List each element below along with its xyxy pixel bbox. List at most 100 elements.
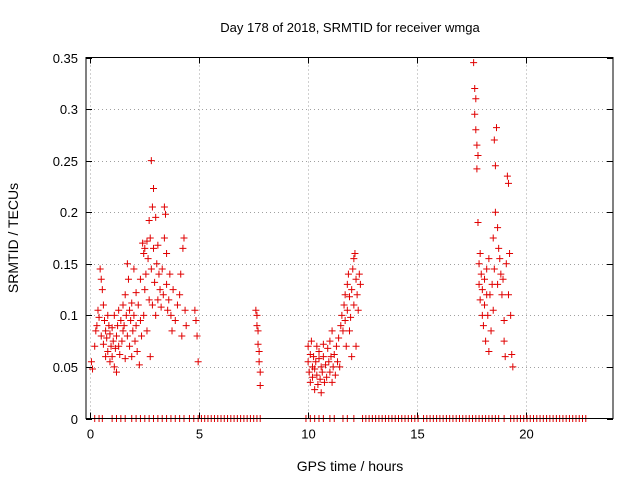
data-point	[102, 327, 110, 335]
data-point	[166, 270, 174, 278]
data-point	[191, 306, 199, 314]
x-tick-label: 15	[410, 427, 424, 442]
data-point	[182, 322, 190, 330]
y-tick-label: 0.25	[53, 154, 78, 169]
data-point	[317, 363, 325, 371]
data-point	[320, 378, 328, 386]
data-point	[167, 311, 175, 319]
y-tick-label: 0.1	[60, 308, 78, 323]
data-point	[141, 286, 149, 294]
data-point	[127, 317, 135, 325]
data-point	[161, 210, 169, 218]
data-point	[348, 353, 356, 361]
data-point	[491, 162, 499, 170]
data-point	[475, 280, 483, 288]
data-point	[496, 255, 504, 263]
data-point	[318, 368, 326, 376]
data-point	[484, 311, 492, 319]
data-point	[152, 213, 160, 221]
data-point	[115, 306, 123, 314]
data-point	[349, 265, 357, 273]
data-point	[486, 291, 494, 299]
data-point	[350, 255, 358, 263]
data-point	[315, 347, 323, 355]
data-point	[332, 342, 340, 350]
data-point	[131, 337, 139, 345]
data-point	[317, 389, 325, 397]
data-point	[497, 270, 505, 278]
x-axis-label: GPS time / hours	[297, 458, 404, 474]
data-point	[126, 342, 134, 350]
data-point	[140, 249, 148, 257]
data-point	[351, 249, 359, 257]
data-point	[99, 340, 107, 348]
data-point	[106, 330, 114, 338]
data-point	[305, 368, 313, 376]
data-point	[476, 249, 484, 257]
data-point	[159, 291, 167, 299]
data-point	[352, 275, 360, 283]
data-point	[311, 386, 319, 394]
data-point	[152, 311, 160, 319]
x-tick-label: 0	[87, 427, 94, 442]
data-point	[151, 278, 159, 286]
data-point	[485, 255, 493, 263]
data-point	[153, 260, 161, 268]
data-point	[130, 311, 138, 319]
data-points	[87, 59, 590, 422]
data-point	[157, 303, 165, 311]
data-point	[178, 332, 186, 340]
data-point	[120, 322, 128, 330]
data-point	[507, 311, 515, 319]
data-point	[312, 358, 320, 366]
data-point	[313, 342, 321, 350]
axis-ticks: 0 0.05 0.1 0.15 0.2 0.25 0.3 0.35 0 5 10 15 20	[53, 51, 613, 442]
data-point	[322, 361, 330, 369]
data-point	[107, 342, 115, 350]
data-point	[94, 306, 102, 314]
data-point	[102, 353, 110, 361]
data-point	[348, 286, 356, 294]
data-point	[474, 151, 482, 159]
data-point	[350, 301, 358, 309]
data-point	[307, 337, 315, 345]
data-point	[346, 327, 353, 335]
data-point	[508, 351, 516, 359]
data-point	[490, 136, 498, 144]
y-tick-label: 0.3	[60, 102, 78, 117]
data-point	[347, 313, 355, 321]
data-point	[87, 358, 95, 366]
data-point	[160, 234, 168, 242]
data-point	[150, 184, 158, 192]
data-point	[118, 337, 126, 345]
data-point	[319, 353, 327, 361]
data-point	[89, 365, 97, 373]
data-point	[353, 291, 361, 299]
data-point	[177, 270, 185, 278]
data-point	[326, 337, 334, 345]
data-point	[336, 363, 344, 371]
data-point	[253, 311, 261, 319]
data-point	[129, 327, 137, 335]
data-point	[473, 141, 481, 149]
data-point	[252, 306, 260, 314]
data-point	[478, 286, 486, 294]
data-point	[104, 347, 112, 355]
data-point	[135, 361, 143, 369]
data-point	[154, 241, 162, 249]
y-tick-label: 0	[71, 412, 78, 427]
data-point	[136, 275, 144, 283]
data-point	[355, 270, 363, 278]
data-point	[506, 249, 514, 257]
data-point	[134, 301, 142, 309]
data-point	[494, 280, 502, 288]
data-point	[180, 234, 188, 242]
data-point	[139, 239, 147, 247]
data-point	[500, 317, 508, 325]
data-point	[168, 327, 176, 335]
data-point	[324, 344, 332, 352]
data-point	[145, 216, 153, 224]
data-point	[338, 311, 346, 319]
data-point	[130, 265, 138, 273]
data-point	[169, 286, 177, 294]
